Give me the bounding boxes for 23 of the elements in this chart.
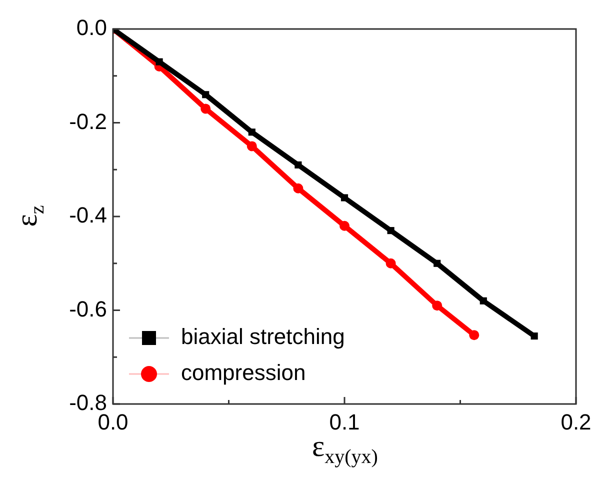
y-tick-label: -0.4 [69,202,107,228]
legend-label: biaxial stretching [181,324,345,350]
point [156,58,163,66]
x-tick-label: 0.2 [560,409,592,434]
point [340,220,350,231]
y-tick-label: -0.2 [69,108,107,134]
point [202,91,210,98]
point [294,161,302,168]
y-tick-label: 0.0 [76,15,107,40]
point [386,258,396,268]
point [530,332,538,340]
point [340,194,348,202]
point [387,227,394,234]
point [293,183,304,194]
y-tick-label: -0.6 [69,296,107,322]
point [200,104,211,114]
point [480,297,487,304]
point [469,330,480,340]
point [434,260,441,267]
point [246,141,257,152]
point [432,300,442,311]
legend-label: compression [181,360,306,386]
point [248,128,256,136]
